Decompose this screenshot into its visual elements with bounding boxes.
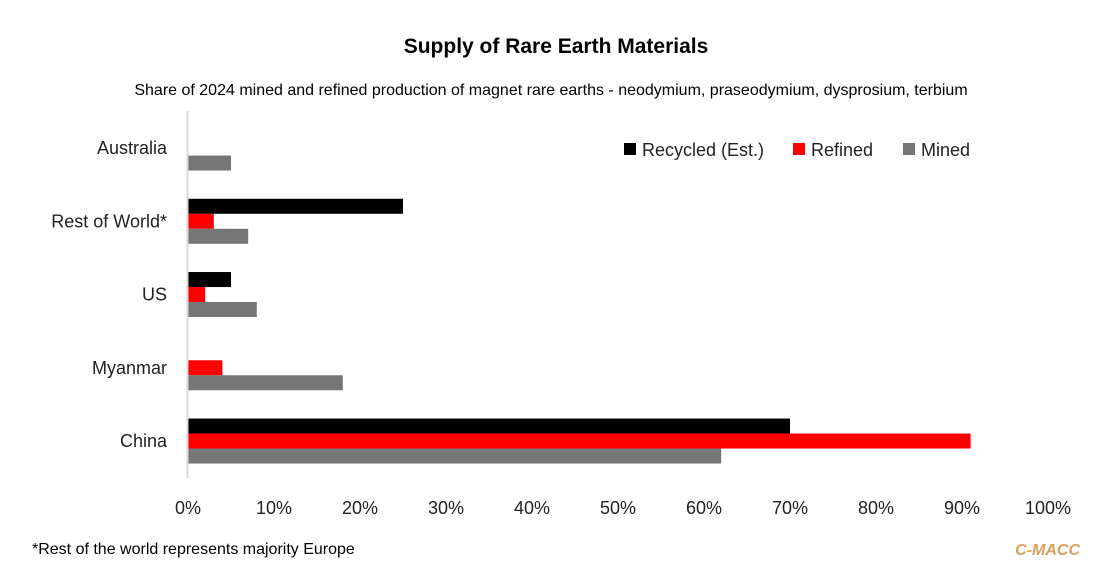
x-tick-label: 100% bbox=[1025, 498, 1071, 518]
legend-label: Recycled (Est.) bbox=[642, 140, 764, 160]
bars bbox=[188, 155, 971, 464]
category-label: Myanmar bbox=[92, 358, 167, 378]
bar-refined bbox=[188, 360, 223, 376]
category-label: Australia bbox=[97, 138, 168, 158]
x-tick-label: 30% bbox=[428, 498, 464, 518]
bar-mined bbox=[188, 228, 249, 244]
x-tick-label: 0% bbox=[175, 498, 201, 518]
x-tick-label: 20% bbox=[342, 498, 378, 518]
legend-label: Refined bbox=[811, 140, 873, 160]
chart-subtitle: Share of 2024 mined and refined producti… bbox=[134, 82, 967, 99]
legend: Recycled (Est.) Refined Mined bbox=[624, 140, 970, 160]
bar-recycled-est bbox=[188, 198, 403, 214]
bar-refined bbox=[188, 213, 214, 229]
footnote: *Rest of the world represents majority E… bbox=[32, 541, 355, 558]
chart-title: Supply of Rare Earth Materials bbox=[404, 35, 709, 58]
legend-swatch bbox=[793, 143, 805, 155]
x-tick-label: 40% bbox=[514, 498, 550, 518]
x-tick-label: 50% bbox=[600, 498, 636, 518]
bar-mined bbox=[188, 375, 343, 391]
x-tick-label: 70% bbox=[772, 498, 808, 518]
category-label: China bbox=[120, 431, 168, 451]
bar-refined bbox=[188, 287, 206, 303]
category-labels: Australia Rest of World* US Myanmar China bbox=[51, 138, 168, 451]
bar-mined bbox=[188, 302, 257, 318]
bar-mined bbox=[188, 448, 722, 464]
bar-recycled-est bbox=[188, 418, 790, 434]
bar-recycled-est bbox=[188, 272, 231, 288]
x-tick-label: 60% bbox=[686, 498, 722, 518]
x-tick-label: 80% bbox=[858, 498, 894, 518]
bar-refined bbox=[188, 433, 971, 449]
legend-swatch bbox=[903, 143, 915, 155]
legend-label: Mined bbox=[921, 140, 970, 160]
x-tick-label: 10% bbox=[256, 498, 292, 518]
category-label: Rest of World* bbox=[51, 211, 167, 231]
x-tick-labels: 0% 10% 20% 30% 40% 50% 60% 70% 80% 90% 100% bbox=[175, 498, 1071, 518]
x-tick-label: 90% bbox=[944, 498, 980, 518]
category-label: US bbox=[142, 285, 167, 305]
brand-logo: C-MACC bbox=[1015, 542, 1080, 559]
legend-swatch bbox=[624, 143, 636, 155]
bar-mined bbox=[188, 155, 231, 171]
